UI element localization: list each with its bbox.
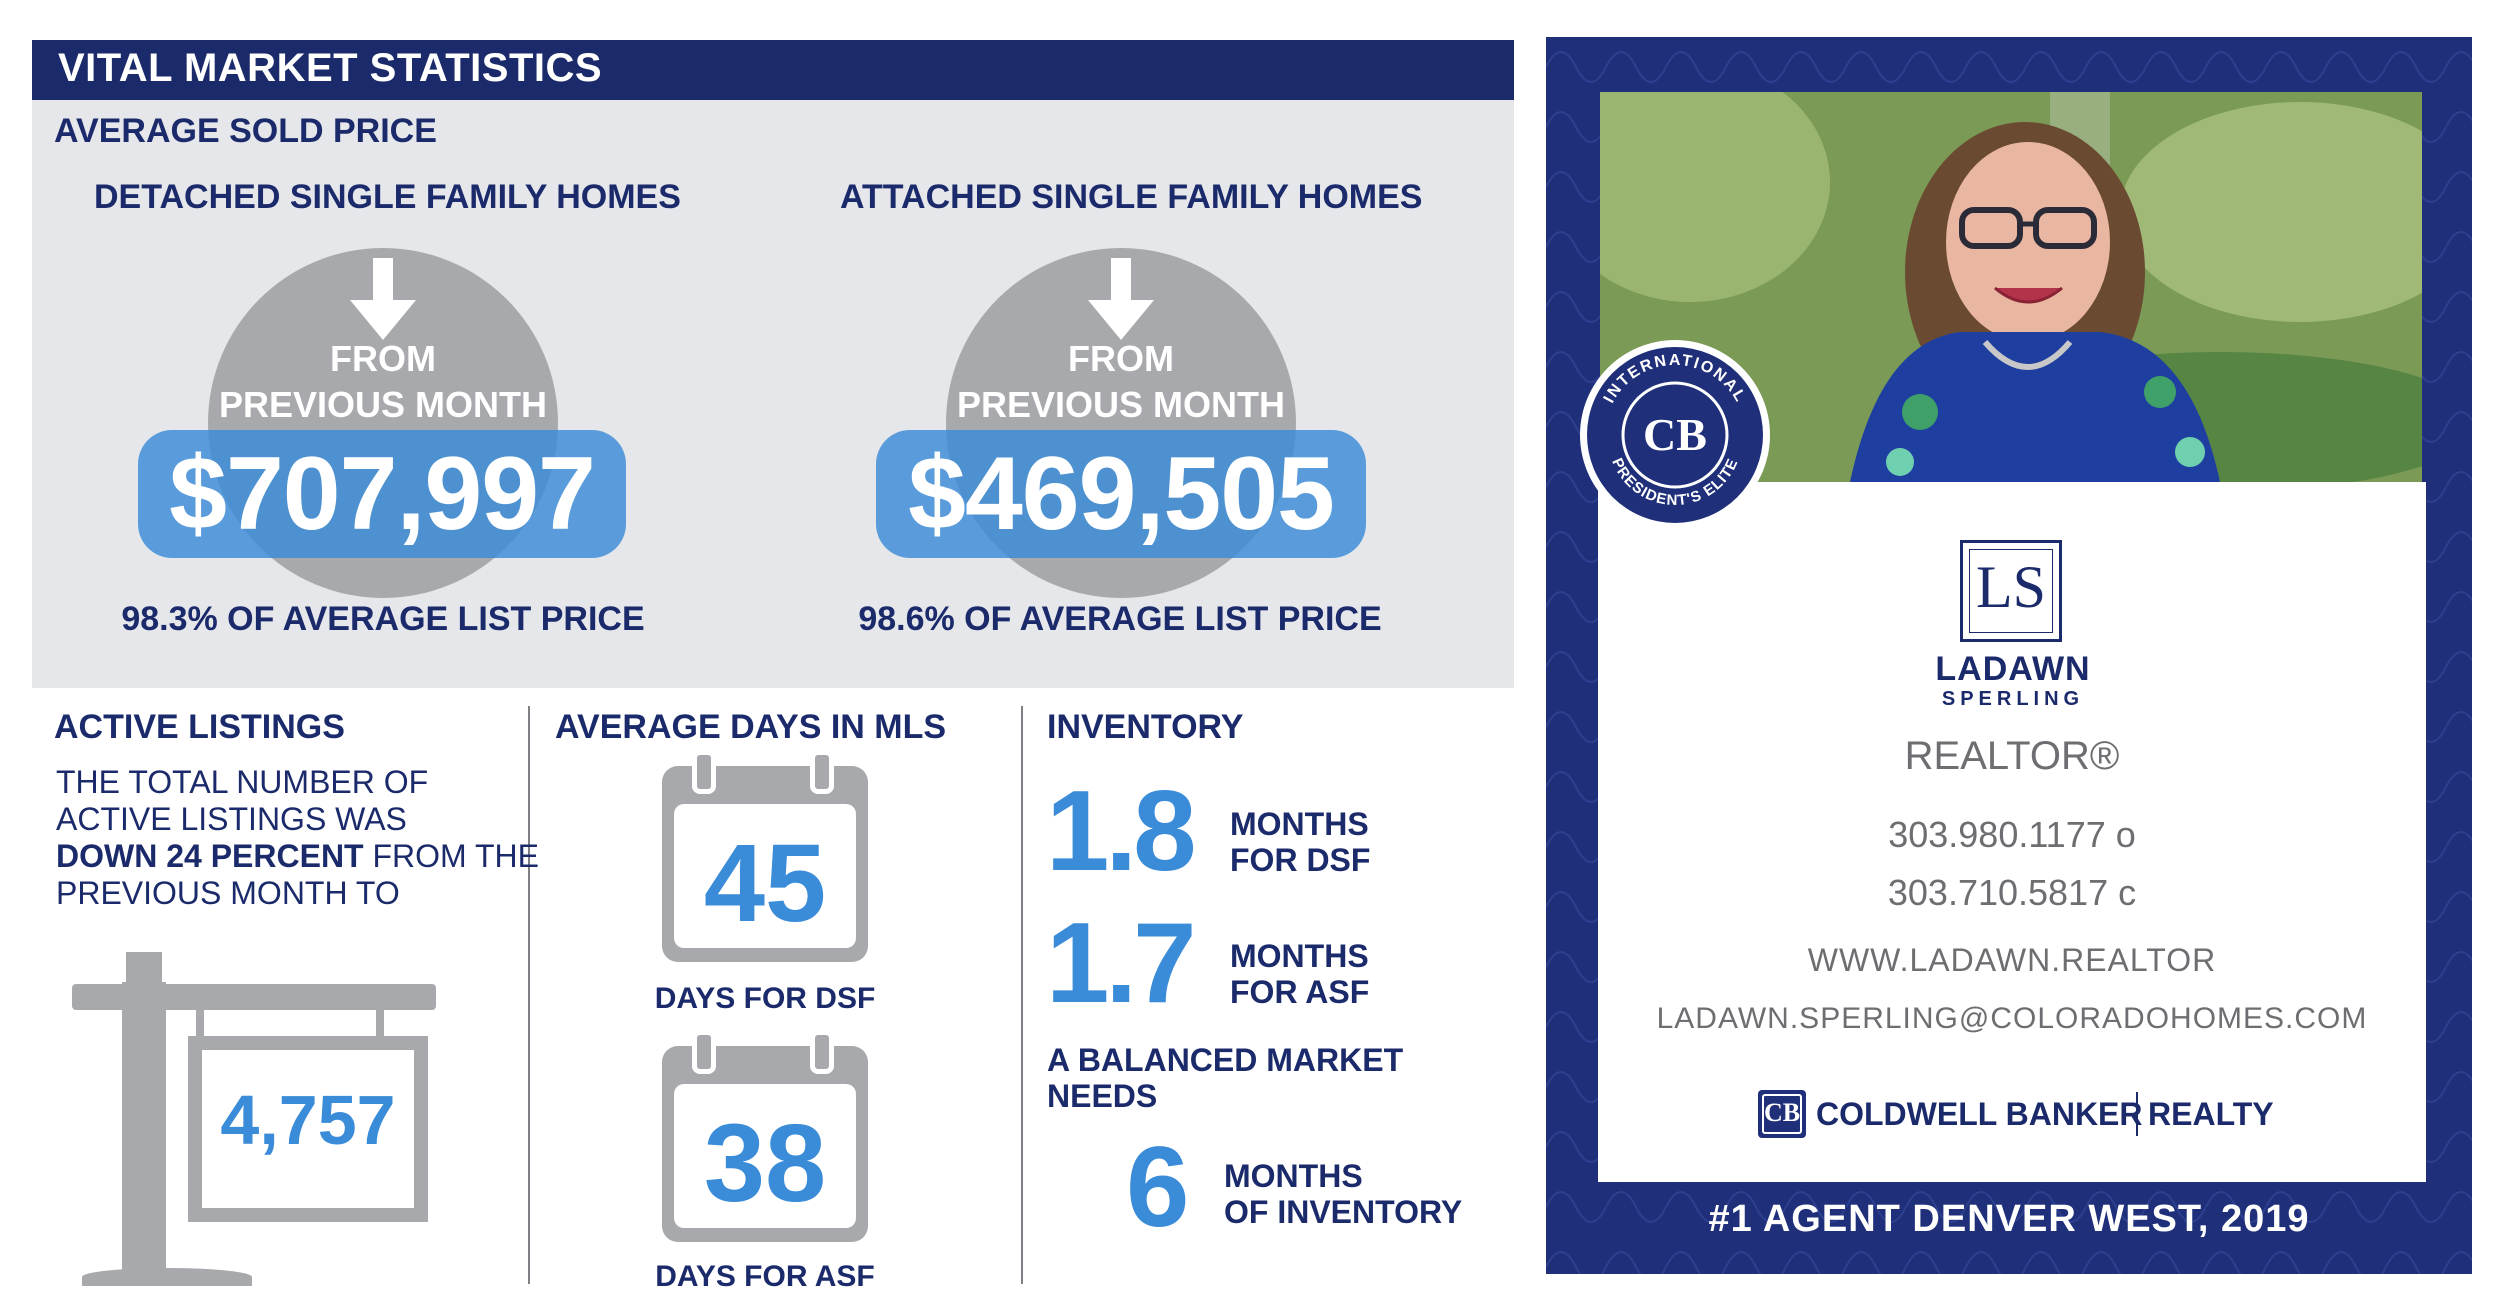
page-title: VITAL MARKET STATISTICS [58, 46, 603, 90]
description-line: PREVIOUS MONTH TO [56, 875, 400, 911]
agent-last-name: SPERLING [1941, 688, 2085, 710]
description-line: DOWN 24 PERCENT FROM THE [56, 838, 539, 875]
attached-price-pill [876, 430, 1366, 558]
days-dsf-value: 45 [703, 822, 827, 945]
brokerage-divider [2136, 1092, 2138, 1136]
months-line: MONTHS [1230, 806, 1369, 842]
ls-monogram-logo: LS [1960, 540, 2062, 642]
divider [528, 706, 530, 1284]
days-dsf-label: DAYS FOR DSF [654, 982, 876, 1015]
attached-change-line2: PREVIOUS MONTH [956, 384, 1286, 425]
active-listings-value: 4,757 [220, 1081, 396, 1159]
months-line: OF INVENTORY [1224, 1194, 1463, 1230]
inventory-dsf-label: MONTHS FOR DSF [1230, 806, 1370, 878]
coldwell-banker-icon: CB [1758, 1090, 1806, 1138]
days-asf-label: DAYS FOR ASF [655, 1260, 875, 1293]
description-line: ACTIVE LISTINGS WAS [56, 801, 407, 837]
balanced-line: NEEDS [1047, 1078, 1158, 1114]
badge-seal-icon: CB INTERNATIONAL PRESIDENT'S ELITE [1580, 340, 1770, 530]
header-bar [32, 40, 1514, 100]
detached-change-line1: FROM [330, 338, 436, 379]
down-arrow-icon [373, 258, 393, 302]
inventory-asf-value: 1.7 [1046, 900, 1196, 1027]
down-arrow-head [1088, 300, 1154, 340]
monogram-text: LS [1975, 554, 2047, 620]
brokerage-suffix: REALTY [2148, 1096, 2274, 1132]
brokerage-name: COLDWELL BANKER [1816, 1096, 2143, 1132]
description-emphasis: DOWN 24 PERCENT [56, 838, 364, 874]
detached-label: DETACHED SINGLE FAMILY HOMES [94, 178, 681, 216]
agent-title: REALTOR® [1904, 734, 2120, 778]
presidents-elite-badge: CB INTERNATIONAL PRESIDENT'S ELITE [1578, 338, 1772, 532]
months-line: FOR DSF [1230, 842, 1371, 878]
cell-phone[interactable]: 303.710.5817 c [1887, 872, 2137, 913]
months-line: MONTHS [1224, 1158, 1363, 1194]
description-rest: FROM THE [363, 838, 539, 874]
days-in-mls-heading: AVERAGE DAYS IN MLS [555, 708, 947, 746]
attached-change-line1: FROM [1068, 338, 1174, 379]
office-phone[interactable]: 303.980.1177 o [1888, 814, 2136, 855]
down-arrow-head [350, 300, 416, 340]
inventory-dsf-value: 1.8 [1046, 768, 1196, 895]
balanced-value: 6 [1126, 1124, 1189, 1251]
attached-pct: 98.6% OF AVERAGE LIST PRICE [858, 600, 1382, 638]
calendar-icon [662, 750, 868, 962]
balanced-line: A BALANCED MARKET [1047, 1042, 1404, 1078]
detached-pct: 98.3% OF AVERAGE LIST PRICE [121, 600, 645, 638]
detached-change-line2: PREVIOUS MONTH [218, 384, 548, 425]
detached-price: $707,997 [169, 436, 596, 552]
active-listings-heading: ACTIVE LISTINGS [54, 708, 345, 746]
agent-photo [1600, 92, 2422, 482]
attached-label: ATTACHED SINGLE FAMILY HOMES [840, 178, 1423, 216]
sold-price-heading: AVERAGE SOLD PRICE [54, 112, 437, 150]
months-line: FOR ASF [1230, 974, 1370, 1010]
cb-logo-text: CB [1763, 1098, 1801, 1127]
agent-website[interactable]: WWW.LADAWN.REALTOR [1807, 942, 2217, 978]
days-asf-value: 38 [703, 1102, 827, 1225]
inventory-asf-label: MONTHS FOR ASF [1230, 938, 1369, 1010]
agent-info-panel [1598, 482, 2426, 1182]
active-listings-description: THE TOTAL NUMBER OF ACTIVE LISTINGS WAS … [56, 764, 539, 912]
portrait-image [1600, 92, 2422, 482]
svg-text:CB: CB [1643, 409, 1707, 460]
inventory-heading: INVENTORY [1047, 708, 1244, 746]
description-line: THE TOTAL NUMBER OF [56, 764, 429, 800]
divider [1021, 706, 1023, 1284]
agent-first-name: LADAWN [1935, 650, 2091, 688]
detached-price-pill [138, 430, 626, 558]
agent-email[interactable]: LADAWN.SPERLING@COLORADOHOMES.COM [1656, 1002, 2368, 1035]
agent-award: #1 AGENT DENVER WEST, 2019 [1708, 1198, 2310, 1240]
balanced-label: MONTHS OF INVENTORY [1224, 1158, 1462, 1230]
for-sale-sign-icon [72, 948, 442, 1288]
down-arrow-icon [1111, 258, 1131, 302]
months-line: MONTHS [1230, 938, 1369, 974]
attached-price: $469,505 [908, 436, 1335, 552]
balanced-market-text: A BALANCED MARKET NEEDS [1047, 1042, 1403, 1114]
calendar-icon [662, 1030, 868, 1242]
